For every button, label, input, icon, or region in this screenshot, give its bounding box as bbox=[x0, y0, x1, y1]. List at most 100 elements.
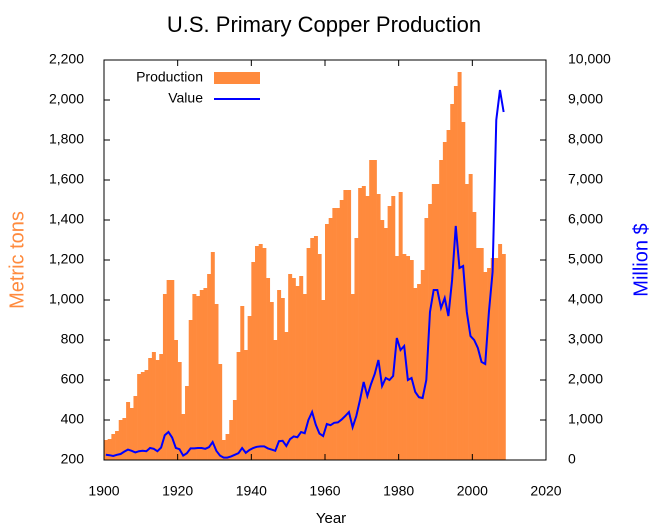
bar bbox=[413, 288, 418, 460]
bar bbox=[295, 286, 300, 460]
bar bbox=[280, 298, 285, 460]
bar bbox=[144, 370, 149, 460]
bar bbox=[269, 302, 274, 460]
y2-tick-label: 5,000 bbox=[568, 251, 603, 267]
y2-tick-label: 10,000 bbox=[568, 51, 611, 67]
bar bbox=[472, 212, 477, 460]
bar bbox=[369, 160, 374, 460]
bar bbox=[232, 400, 237, 460]
bar bbox=[476, 248, 480, 460]
bar bbox=[306, 248, 311, 460]
bar bbox=[494, 258, 499, 460]
bar bbox=[129, 408, 134, 460]
bar bbox=[104, 440, 108, 460]
bar bbox=[461, 122, 466, 460]
bar bbox=[181, 414, 186, 460]
bar bbox=[247, 316, 252, 460]
bar bbox=[358, 188, 363, 460]
bar bbox=[361, 186, 366, 460]
y2-tick-label: 0 bbox=[568, 451, 576, 467]
bar bbox=[199, 290, 204, 460]
bar bbox=[229, 420, 234, 460]
bar bbox=[350, 294, 355, 460]
bar bbox=[336, 208, 341, 460]
legend-swatch bbox=[214, 72, 260, 84]
bar bbox=[225, 434, 230, 460]
y-tick-label: 1,000 bbox=[49, 291, 84, 307]
y-tick-label: 1,600 bbox=[49, 171, 84, 187]
bar bbox=[266, 278, 271, 460]
bar bbox=[387, 206, 392, 460]
bar bbox=[328, 218, 333, 460]
bar bbox=[115, 431, 120, 460]
bar bbox=[177, 362, 182, 460]
bar bbox=[196, 296, 201, 460]
bar bbox=[347, 190, 352, 460]
bar bbox=[483, 272, 488, 460]
x-tick-label: 1920 bbox=[162, 483, 193, 499]
bar bbox=[218, 364, 223, 460]
bar bbox=[137, 374, 142, 460]
bar bbox=[365, 196, 370, 460]
bar bbox=[376, 194, 381, 460]
x-tick-label: 2000 bbox=[457, 483, 488, 499]
bar bbox=[273, 340, 278, 460]
bar bbox=[391, 196, 396, 460]
y-axis-label: Metric tons bbox=[6, 211, 28, 309]
y-tick-label: 200 bbox=[61, 451, 85, 467]
bar bbox=[240, 306, 245, 460]
bar bbox=[243, 350, 248, 460]
bar bbox=[173, 340, 178, 460]
bar bbox=[394, 256, 399, 460]
bar bbox=[310, 238, 315, 460]
bar bbox=[258, 244, 263, 460]
bar bbox=[332, 208, 337, 460]
bar bbox=[406, 256, 411, 460]
bar bbox=[159, 354, 164, 460]
x-tick-label: 1900 bbox=[88, 483, 119, 499]
bar bbox=[166, 280, 171, 460]
bar bbox=[468, 174, 473, 460]
bar bbox=[214, 304, 219, 460]
y2-axis-label: Million $ bbox=[630, 223, 652, 296]
bar bbox=[221, 440, 226, 460]
bar bbox=[501, 254, 506, 460]
y2-tick-label: 8,000 bbox=[568, 131, 603, 147]
bar bbox=[122, 418, 127, 460]
y-tick-label: 800 bbox=[61, 331, 85, 347]
bar bbox=[255, 246, 259, 460]
bar bbox=[192, 294, 197, 460]
y2-tick-label: 1,000 bbox=[568, 411, 603, 427]
bar bbox=[417, 284, 422, 460]
y-tick-label: 400 bbox=[61, 411, 85, 427]
bar bbox=[487, 268, 492, 460]
bar bbox=[133, 396, 138, 460]
bar bbox=[291, 278, 296, 460]
bar bbox=[140, 372, 145, 460]
bar bbox=[111, 434, 116, 460]
bar bbox=[277, 290, 282, 460]
legend-label: Production bbox=[136, 69, 203, 85]
y2-tick-label: 9,000 bbox=[568, 91, 603, 107]
bar bbox=[343, 190, 348, 460]
bar bbox=[409, 260, 414, 460]
bar bbox=[162, 294, 167, 460]
bar bbox=[236, 352, 241, 460]
bar bbox=[313, 236, 318, 460]
bar bbox=[207, 274, 212, 460]
y-tick-label: 600 bbox=[61, 371, 85, 387]
chart-title: U.S. Primary Copper Production bbox=[167, 12, 481, 37]
bar bbox=[402, 254, 407, 460]
bar bbox=[372, 160, 377, 460]
bar bbox=[428, 204, 433, 460]
value-line bbox=[105, 89, 505, 459]
x-tick-label: 2020 bbox=[530, 483, 561, 499]
bar bbox=[188, 320, 193, 460]
bar bbox=[383, 228, 388, 460]
bar bbox=[126, 402, 131, 460]
y2-tick-label: 2,000 bbox=[568, 371, 603, 387]
bar bbox=[284, 332, 289, 460]
bar bbox=[151, 352, 156, 460]
bar bbox=[398, 192, 403, 460]
